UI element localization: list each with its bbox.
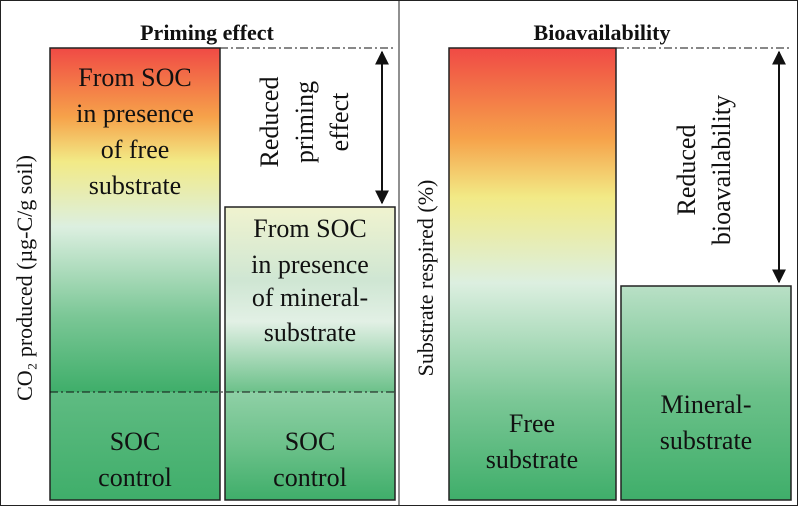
- priming-title: Priming effect: [140, 20, 274, 45]
- soc-control-left-line-1: SOC: [110, 427, 161, 456]
- bar-priming-free-outline: [49, 47, 221, 501]
- bioavailability-arrow-label-line-2: bioavailability: [707, 95, 736, 245]
- mineral-substrate-label-line-1: Mineral-: [661, 390, 752, 419]
- free-bar-label-line-3: of free: [101, 135, 170, 164]
- mineral-bar-label-line-4: substrate: [264, 318, 356, 347]
- priming-arrow-label-line-1: Reduced: [255, 77, 284, 168]
- priming-ylabel: CO₂ produced (µg-C/g soil): [12, 155, 37, 401]
- mineral-substrate-label-line-2: substrate: [660, 426, 752, 455]
- bioavailability-arrow-label-line-1: Reduced: [672, 125, 701, 216]
- free-substrate-label-line-1: Free: [509, 409, 555, 438]
- soc-control-right-line-1: SOC: [285, 427, 336, 456]
- bar-priming-free: [50, 48, 220, 392]
- bar-bioavailability-mineral: [620, 285, 792, 501]
- free-bar-label-line-1: From SOC: [78, 63, 191, 92]
- bar-soc-control-right: [225, 392, 395, 500]
- soc-control-right-line-2: control: [273, 463, 347, 492]
- free-bar-label-line-4: substrate: [89, 171, 181, 200]
- bar-priming-mineral-outline: [224, 206, 396, 501]
- soc-control-left-line-2: control: [98, 463, 172, 492]
- bar-soc-control-left: [50, 392, 220, 500]
- bar-priming-mineral: [225, 207, 395, 392]
- bioavailability-ylabel: Substrate respired (%): [413, 180, 438, 377]
- mineral-bar-label-line-2: in presence: [251, 250, 369, 279]
- priming-arrow-label-line-3: effect: [325, 92, 354, 151]
- priming-arrow-label-line-2: priming: [290, 81, 319, 163]
- free-substrate-label-line-2: substrate: [486, 445, 578, 474]
- bioavailability-title: Bioavailability: [534, 20, 671, 45]
- mineral-bar-label-line-1: From SOC: [253, 214, 366, 243]
- free-bar-label-line-2: in presence: [76, 99, 194, 128]
- mineral-bar-label-line-3: of mineral-: [252, 283, 368, 312]
- bar-bioavailability-free: [448, 47, 617, 501]
